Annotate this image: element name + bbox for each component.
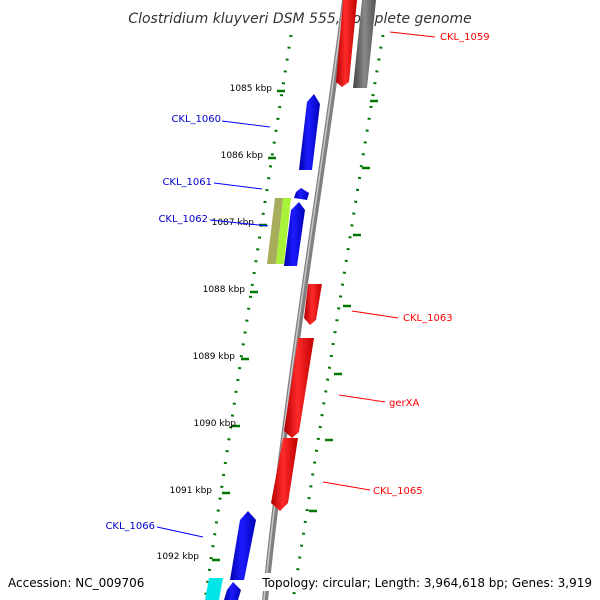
topology-text: Topology: circular; Length: 3,964,618 bp… <box>261 576 592 590</box>
footer-backdrop-left <box>6 573 148 591</box>
kbp-label: 1090 kbp <box>194 419 237 429</box>
gene-arrow-ckl-1066[interactable] <box>230 511 256 580</box>
gene-block-lime[interactable] <box>276 198 291 264</box>
gene-arrow-ckl-1061[interactable] <box>294 188 309 200</box>
gene-arrow-ckl-1063[interactable] <box>304 284 322 325</box>
kbp-label: 1086 kbp <box>221 151 264 161</box>
accession-text: Accession: NC_009706 <box>8 576 144 590</box>
reverse-tick-track <box>203 34 293 600</box>
gene-arrow-ckl-1059[interactable] <box>336 0 357 87</box>
kbp-labels: 1085 kbp 1086 kbp 1087 kbp 1088 kbp 1089… <box>157 84 273 562</box>
gene-label-gerxa[interactable]: gerXA <box>389 398 419 409</box>
kbp-label: 1091 kbp <box>170 486 213 496</box>
forward-tick-track <box>291 34 385 600</box>
gene-features <box>205 0 376 600</box>
gene-arrow-gray[interactable] <box>353 0 376 88</box>
gene-arrow-ckl-1065[interactable] <box>271 438 298 511</box>
gene-block-olive[interactable] <box>267 198 283 264</box>
gene-arrow-ckl-1060[interactable] <box>299 94 320 170</box>
gene-labels: CKL_1059 CKL_1060 CKL_1061 CKL_1062 CKL_… <box>105 32 489 532</box>
gene-label-ckl-1066[interactable]: CKL_1066 <box>105 521 155 532</box>
gene-label-ckl-1061[interactable]: CKL_1061 <box>162 177 212 188</box>
kbp-label: 1089 kbp <box>193 352 236 362</box>
kbp-label: 1085 kbp <box>230 84 273 94</box>
kbp-label: 1092 kbp <box>157 552 200 562</box>
kbp-label: 1087 kbp <box>212 218 255 228</box>
gene-label-ckl-1059[interactable]: CKL_1059 <box>440 32 490 43</box>
gene-arrow-bottom-blue[interactable] <box>224 582 241 600</box>
map-title: Clostridium kluyveri DSM 555, complete g… <box>128 11 471 27</box>
gene-block-cyan[interactable] <box>205 578 223 600</box>
gene-label-ckl-1065[interactable]: CKL_1065 <box>373 486 423 497</box>
kbp-label: 1088 kbp <box>203 285 246 295</box>
gene-arrow-ckl-1062[interactable] <box>284 202 305 266</box>
leader-lines <box>156 31 436 538</box>
gene-arrow-gerxa[interactable] <box>284 338 314 438</box>
gene-label-ckl-1063[interactable]: CKL_1063 <box>403 313 453 324</box>
gene-label-ckl-1060[interactable]: CKL_1060 <box>171 114 221 125</box>
gene-label-ckl-1062[interactable]: CKL_1062 <box>158 214 208 225</box>
footer-backdrop-right <box>258 573 596 591</box>
